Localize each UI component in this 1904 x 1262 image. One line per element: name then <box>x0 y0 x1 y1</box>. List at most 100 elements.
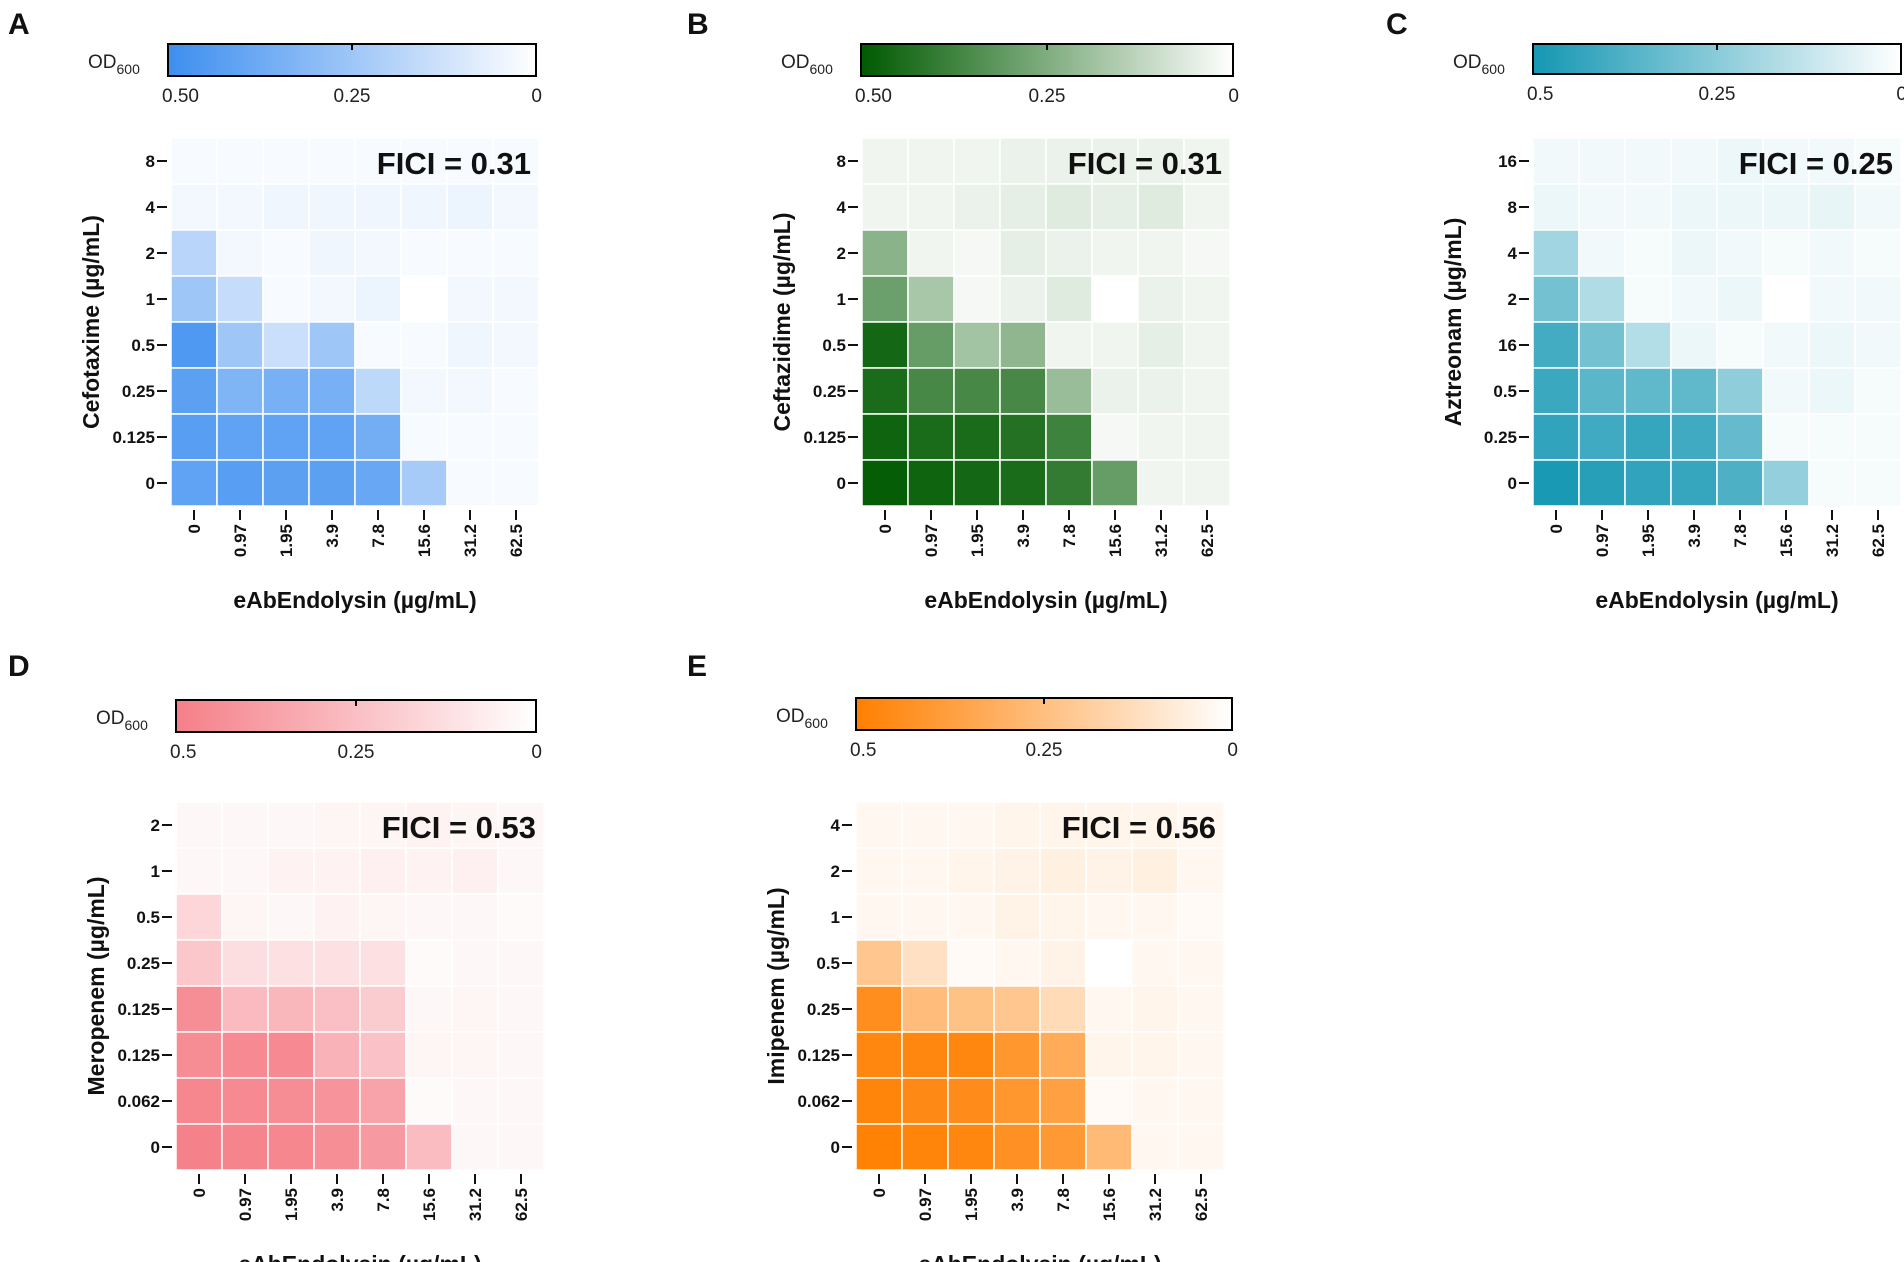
heatmap-cell <box>497 1031 545 1079</box>
x-tick-label: 62.5 <box>507 524 526 557</box>
heatmap-cell <box>1091 183 1139 231</box>
y-tick-label: 0.5 <box>1493 382 1517 401</box>
y-axis-title: Aztreonam (µg/mL) <box>1440 218 1466 427</box>
x-tick-label: 15.6 <box>420 1188 439 1221</box>
heatmap-cell <box>1137 183 1185 231</box>
y-tick-label: 16 <box>1498 336 1517 355</box>
heatmap-cell <box>405 985 453 1033</box>
heatmap-cell <box>400 183 448 231</box>
heatmap-cell <box>354 137 402 185</box>
heatmap-cell <box>446 321 494 369</box>
heatmap-cell <box>947 985 995 1033</box>
heatmap-cell <box>1578 137 1626 185</box>
heatmap-cell <box>1085 847 1133 895</box>
heatmap-cell <box>1045 183 1093 231</box>
heatmap-cell <box>492 229 540 277</box>
heatmap-cell <box>1808 183 1856 231</box>
heatmap-cell <box>1578 413 1626 461</box>
x-tick-label: 7.8 <box>369 524 388 548</box>
x-tick-label: 1.95 <box>282 1188 301 1221</box>
x-tick-label: 7.8 <box>1731 524 1750 548</box>
x-tick-label: 0 <box>876 524 895 533</box>
x-axis-title: eAbEndolysin (µg/mL) <box>233 587 476 613</box>
heatmap-cell <box>221 893 269 941</box>
colorbar-tick-label: 0.5 <box>1527 84 1553 105</box>
colorbar-label-main: OD <box>781 52 810 73</box>
heatmap-cell <box>267 1077 315 1125</box>
x-tick-label: 0.97 <box>231 524 250 557</box>
colorbar-label-main: OD <box>1453 52 1482 73</box>
heatmap-cell <box>308 413 356 461</box>
heatmap-cell <box>170 367 218 415</box>
x-tick-label: 3.9 <box>1014 524 1033 548</box>
heatmap-cell <box>221 985 269 1033</box>
x-tick-label: 1.95 <box>277 524 296 557</box>
heatmap-cell <box>861 183 909 231</box>
heatmap-cell <box>1670 137 1718 185</box>
y-tick-label: 0 <box>837 474 846 493</box>
heatmap-cell <box>1039 1123 1087 1171</box>
panel-e: E OD600 0.5 0.25 0 4 2 1 0.5 0.25 0.125 0.062 0 0 0.97… <box>687 650 1238 1262</box>
heatmap-cell <box>1578 229 1626 277</box>
heatmap-cell <box>861 367 909 415</box>
heatmap-cell <box>855 1031 903 1079</box>
heatmap-cell <box>1137 367 1185 415</box>
heatmap-cell <box>861 459 909 507</box>
y-tick-label: 0.25 <box>813 382 846 401</box>
x-tick-label: 31.2 <box>1823 524 1842 557</box>
y-tick-label: 8 <box>1508 198 1517 217</box>
heatmap-cell <box>1045 459 1093 507</box>
heatmap-cell <box>400 413 448 461</box>
heatmap-cell <box>267 1123 315 1171</box>
heatmap-cell <box>953 275 1001 323</box>
heatmap-cell <box>947 939 995 987</box>
heatmap-cell <box>267 939 315 987</box>
heatmap-cell <box>354 321 402 369</box>
heatmap-cell <box>855 1123 903 1171</box>
heatmap-cell <box>1085 1077 1133 1125</box>
heatmap-cell <box>1183 137 1231 185</box>
y-tick-label: 0.5 <box>822 336 846 355</box>
panel-a: A OD600 0.50 0.25 0 8 4 2 1 0.5 0.25 0.125 0 0 0.97 1.9… <box>8 8 542 613</box>
y-tick-label: 0.125 <box>797 1046 840 1065</box>
heatmap-cell <box>1578 459 1626 507</box>
heatmap-cell <box>1177 1031 1225 1079</box>
heatmap-cell <box>492 275 540 323</box>
heatmap-cell <box>1091 321 1139 369</box>
y-tick-label: 1 <box>831 908 840 927</box>
heatmap-cell <box>1762 275 1810 323</box>
heatmap-cell <box>1045 321 1093 369</box>
heatmap-cell <box>216 275 264 323</box>
heatmap-cell <box>855 1077 903 1125</box>
heatmap-cell <box>999 229 1047 277</box>
heatmap-cell <box>313 985 361 1033</box>
heatmap-cell <box>1183 367 1231 415</box>
colorbar-tick-label: 0.25 <box>1026 740 1063 761</box>
panel-letter: A <box>8 8 30 41</box>
heatmap-cell <box>953 413 1001 461</box>
heatmap-cell <box>267 1031 315 1079</box>
heatmap-cell <box>170 321 218 369</box>
heatmap-cell <box>1137 275 1185 323</box>
heatmap-cell <box>400 459 448 507</box>
x-axis-title: eAbEndolysin (µg/mL) <box>918 1251 1161 1262</box>
heatmap-cell <box>1624 183 1672 231</box>
y-tick-label: 2 <box>146 244 155 263</box>
y-tick-label: 2 <box>831 862 840 881</box>
heatmap-cell <box>999 321 1047 369</box>
heatmap-cell <box>170 459 218 507</box>
heatmap-cell <box>221 1031 269 1079</box>
colorbar-tick-label: 0 <box>531 86 542 107</box>
heatmap-cell <box>262 367 310 415</box>
y-axis-title: Meropenem (µg/mL) <box>83 877 109 1096</box>
panel-c: C OD600 0.5 0.25 0 16 8 4 2 16 0.5 0.25 0 0 0.97 1.95 3.… <box>1386 8 1904 613</box>
heatmap-cell <box>175 893 223 941</box>
heatmap-cell <box>1085 1031 1133 1079</box>
colorbar-tick-label: 0 <box>1228 86 1239 107</box>
heatmap-cell <box>1177 939 1225 987</box>
y-tick-label: 0.5 <box>816 954 840 973</box>
heatmap-cell <box>400 367 448 415</box>
x-axis-title: eAbEndolysin (µg/mL) <box>1595 587 1838 613</box>
heatmap-cell <box>221 1077 269 1125</box>
heatmap-cell <box>313 939 361 987</box>
